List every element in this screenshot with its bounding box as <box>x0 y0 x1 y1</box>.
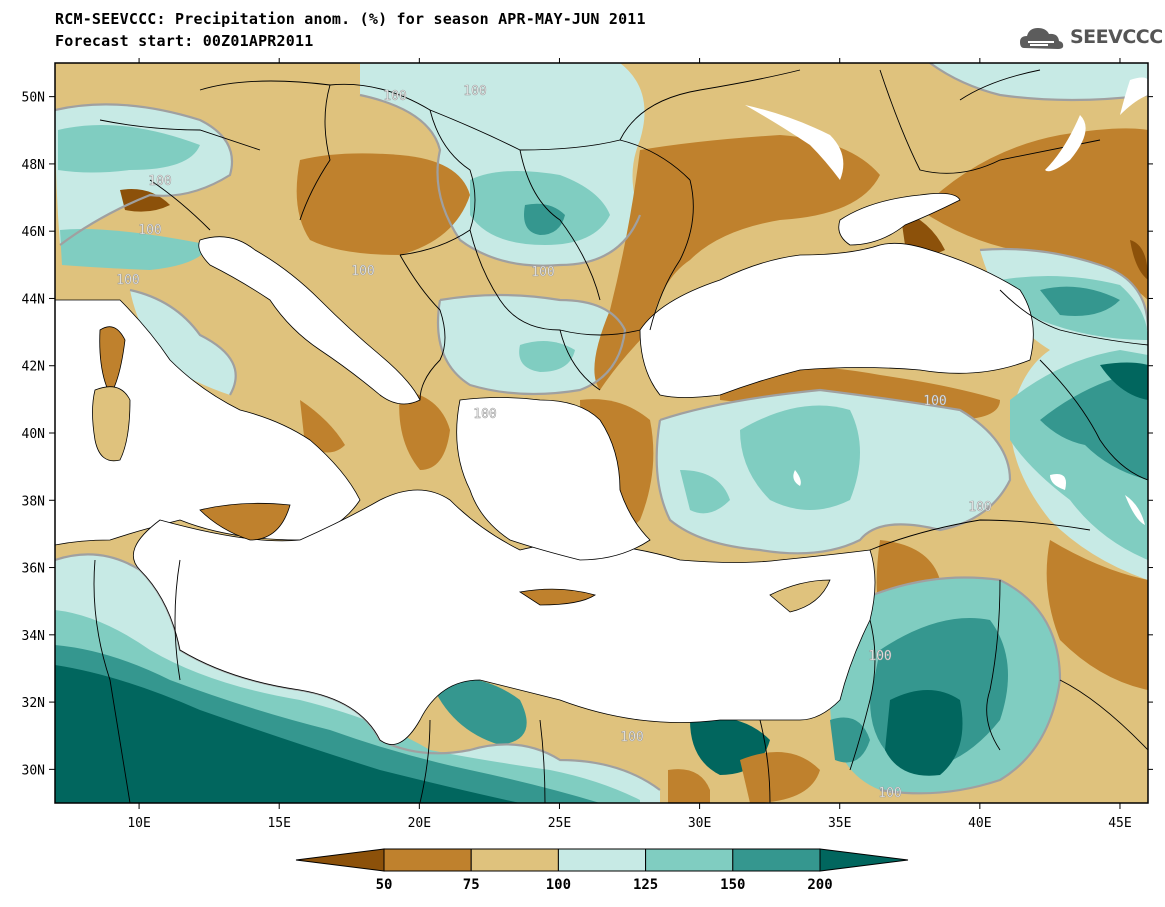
field-50-75-egypt <box>740 752 820 803</box>
colorbar-label: 50 <box>376 877 393 893</box>
contour-labels: 100 100 100 100 100 100 100 100 100 100 100 100 100 <box>116 84 992 802</box>
tyrrhenian-sea <box>55 299 361 546</box>
colorbar-segment <box>645 848 734 872</box>
lat-tick-label: 34N <box>22 629 45 644</box>
contour-label: 100 <box>473 407 496 422</box>
lon-tick-label: 20E <box>408 816 431 831</box>
field-below-50-east <box>1130 240 1148 280</box>
colorbar-label: 75 <box>463 877 480 893</box>
contour-label: 100 <box>383 89 406 104</box>
sea-of-azov <box>838 192 961 246</box>
contour-label: 100 <box>138 223 161 238</box>
islands <box>92 326 831 613</box>
lat-tick-label: 42N <box>22 360 45 375</box>
contour-label: 100 <box>531 265 554 280</box>
colorbar-label: 100 <box>546 877 571 893</box>
field-50-75-southern-italy <box>300 400 345 453</box>
contour-label: 100 <box>868 649 891 664</box>
field-50-75-iraq <box>1046 540 1148 690</box>
island-corsica <box>99 326 126 396</box>
field-125-150-balkans <box>519 341 575 372</box>
map-title: RCM-SEEVCCC: Precipitation anom. (%) for… <box>55 10 646 28</box>
forecast-start-label: Forecast start: 00Z01APR2011 <box>55 32 314 50</box>
lat-tick-label: 44N <box>22 292 45 307</box>
aegean-sea <box>456 397 651 561</box>
field-150-200-east <box>1040 370 1148 480</box>
seevccc-logo-text: SEEVCCC <box>1070 26 1163 48</box>
field-below-50-alps <box>120 189 170 212</box>
lat-tick-label: 48N <box>22 158 45 173</box>
contour-label: 100 <box>878 786 901 801</box>
colorbar-segment <box>732 848 821 872</box>
black-sea <box>639 242 1034 398</box>
mediterranean-sea <box>132 489 876 745</box>
contour-label: 100 <box>116 273 139 288</box>
colorbar-above-200 <box>819 848 909 872</box>
field-150-200-hungary <box>524 203 565 235</box>
field-above-200-east <box>1100 362 1148 400</box>
lat-tick-label: 36N <box>22 562 45 577</box>
contour-label: 100 <box>463 84 486 99</box>
field-50-75-egypt-west <box>668 769 710 803</box>
sea-mask <box>55 192 1034 745</box>
contour-label: 100 <box>351 264 374 279</box>
field-100-125-italy <box>130 290 236 395</box>
field-above-200-africa <box>55 665 520 803</box>
contour-label: 100 <box>968 500 991 515</box>
colorbar-segment <box>383 848 472 872</box>
lon-tick-label: 25E <box>548 816 571 831</box>
lat-tick-label: 46N <box>22 225 45 240</box>
lon-tick-label: 30E <box>688 816 711 831</box>
lon-tick-label: 40E <box>968 816 991 831</box>
lat-tick-label: 38N <box>22 494 45 509</box>
lon-tick-label: 10E <box>127 816 150 831</box>
contour-label: 100 <box>620 730 643 745</box>
island-sardinia <box>92 386 131 462</box>
country-borders <box>93 69 1148 803</box>
lon-tick-label: 35E <box>828 816 851 831</box>
field-above-200-jordan <box>885 690 963 776</box>
island-crete <box>518 588 596 606</box>
colorbar-label: 200 <box>807 877 832 893</box>
field-125-150-anatolia <box>740 405 860 510</box>
map-field <box>55 63 1148 803</box>
field-50-75-russia <box>920 128 1148 300</box>
colorbar-segment <box>470 848 559 872</box>
lon-tick-label: 45E <box>1108 816 1131 831</box>
lat-tick-label: 40N <box>22 427 45 442</box>
water-streaks <box>745 77 1148 525</box>
colorbar-label: 125 <box>633 877 658 893</box>
colorbar-segment <box>557 848 647 872</box>
field-50-75-albania <box>399 390 450 470</box>
axis-ticks: 10E 15E 20E 25E 30E 35E 40E 45E 50N 48N 46N 44N 42N 4… <box>22 58 1153 831</box>
field-125-150-alps-south <box>60 229 210 270</box>
field-100-125-north <box>930 63 1148 100</box>
colorbar: 50 75 100 125 150 200 <box>295 848 909 893</box>
field-50-75-croatia <box>296 153 470 255</box>
lat-tick-label: 32N <box>22 696 45 711</box>
lon-tick-label: 15E <box>267 816 290 831</box>
contour-label: 100 <box>148 174 171 189</box>
field-150-200-libya <box>430 677 527 745</box>
field-50-75-moldova <box>594 135 880 390</box>
colorbar-below-50 <box>295 848 385 872</box>
field-125-150-alps <box>58 125 200 173</box>
lat-tick-label: 30N <box>22 763 45 778</box>
lat-tick-label: 50N <box>22 91 45 106</box>
adriatic-sea <box>198 236 421 405</box>
field-150-200-sinai <box>830 717 870 763</box>
colorbar-label: 150 <box>720 877 745 893</box>
field-150-200-caucasus <box>1040 286 1120 316</box>
island-sicily <box>199 502 291 541</box>
contour-label: 100 <box>923 394 946 409</box>
island-cyprus <box>769 579 831 613</box>
field-125-150-anatolia-west <box>680 470 730 514</box>
cloud-icon <box>1020 28 1064 49</box>
